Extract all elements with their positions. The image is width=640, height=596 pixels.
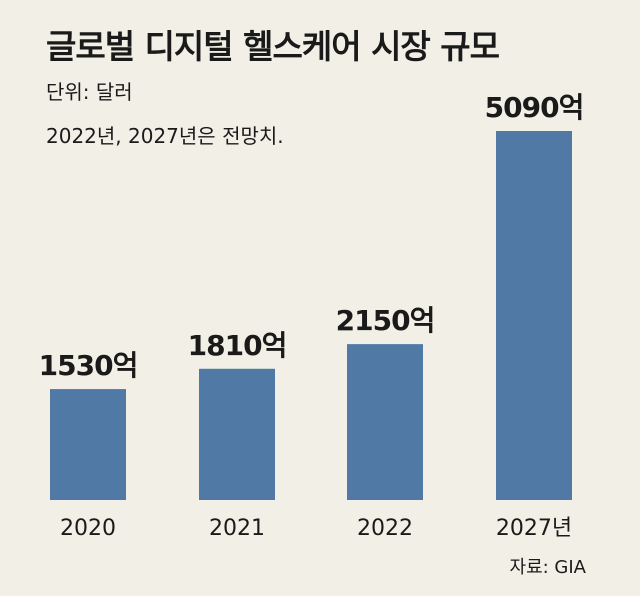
chart-title: 글로벌 디지털 헬스케어 시장 규모 [46, 27, 500, 66]
bar-value-label: 1810억 [188, 329, 287, 362]
x-tick-label: 2020 [60, 516, 116, 541]
x-tick-label: 2022 [357, 516, 413, 541]
forecast-note: 2022년, 2027년은 전망치. [46, 124, 284, 148]
source-label: 자료: GIA [509, 557, 586, 578]
bar-2027년 [496, 131, 572, 500]
bar-2021 [199, 368, 275, 500]
bar-2020 [50, 389, 126, 500]
bar-value-label: 5090억 [485, 91, 584, 124]
bar-value-label: 1530억 [39, 349, 138, 382]
bar-2022 [347, 344, 423, 500]
x-tick-label: 2021 [209, 516, 265, 541]
bar-value-label: 2150억 [336, 304, 435, 337]
unit-label: 단위: 달러 [46, 80, 133, 104]
x-tick-label: 2027년 [496, 516, 572, 541]
